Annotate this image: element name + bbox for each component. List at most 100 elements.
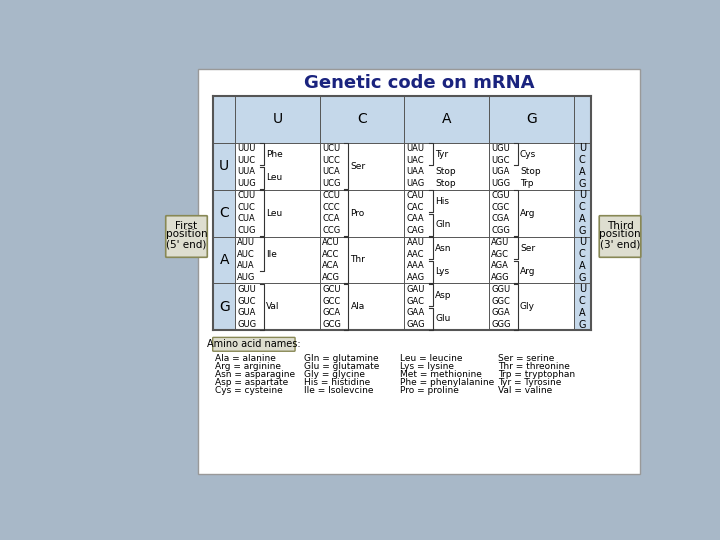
Text: UCA: UCA [322, 167, 340, 177]
Text: GGC: GGC [492, 296, 510, 306]
Text: U: U [579, 191, 586, 200]
Text: G: G [579, 226, 586, 235]
Text: Ala: Ala [351, 302, 365, 312]
Text: Asp = aspartate: Asp = aspartate [215, 378, 288, 387]
Text: UUC: UUC [238, 156, 256, 165]
Text: Third: Third [607, 221, 634, 231]
Text: UGC: UGC [492, 156, 510, 165]
FancyBboxPatch shape [599, 215, 641, 257]
Text: AGU: AGU [492, 238, 510, 247]
Text: C: C [579, 202, 585, 212]
Text: CUA: CUA [238, 214, 255, 224]
Text: G: G [579, 273, 586, 282]
Text: G: G [579, 179, 586, 188]
Text: His = histidine: His = histidine [305, 378, 371, 387]
Text: Trp: Trp [520, 179, 534, 188]
Text: CGC: CGC [492, 202, 510, 212]
Text: Val: Val [266, 302, 279, 312]
Text: CUG: CUG [238, 226, 256, 235]
Text: UCG: UCG [322, 179, 341, 188]
Bar [574, 190, 591, 237]
Bar [213, 237, 235, 284]
Text: A: A [579, 308, 585, 318]
Text: CAU: CAU [407, 191, 425, 200]
Text: position: position [599, 229, 641, 239]
Text: Pro: Pro [351, 208, 365, 218]
Text: CGA: CGA [492, 214, 510, 224]
Text: Trp = tryptophan: Trp = tryptophan [498, 370, 575, 379]
Text: Gly = glycine: Gly = glycine [305, 370, 365, 379]
Text: GGU: GGU [492, 285, 510, 294]
Text: Ser: Ser [520, 244, 535, 253]
Text: AAG: AAG [407, 273, 425, 282]
Text: AGA: AGA [492, 261, 509, 271]
Text: Stop: Stop [435, 167, 456, 177]
Bar [198, 70, 640, 475]
Text: GCU: GCU [322, 285, 341, 294]
Text: Leu: Leu [266, 208, 282, 218]
FancyBboxPatch shape [166, 215, 207, 257]
Text: GAA: GAA [407, 308, 425, 318]
Text: CUC: CUC [238, 202, 255, 212]
Text: Glu: Glu [435, 314, 451, 323]
FancyBboxPatch shape [212, 338, 295, 351]
Text: Ala = alanine: Ala = alanine [215, 354, 276, 363]
Text: U: U [579, 144, 586, 153]
Text: Val = valine: Val = valine [498, 386, 553, 395]
Text: UUA: UUA [238, 167, 256, 177]
Text: UGA: UGA [492, 167, 510, 177]
Text: Phe: Phe [266, 150, 282, 159]
Text: GUC: GUC [238, 296, 256, 306]
Text: CCG: CCG [322, 226, 341, 235]
Text: Ser: Ser [351, 161, 366, 171]
Text: Met = methionine: Met = methionine [400, 370, 482, 379]
Text: AAA: AAA [407, 261, 425, 271]
Text: GUU: GUU [238, 285, 256, 294]
Text: G: G [526, 112, 537, 126]
Text: CAC: CAC [407, 202, 424, 212]
Text: His: His [435, 197, 449, 206]
Text: Ser = serine: Ser = serine [498, 354, 554, 363]
Text: GAG: GAG [407, 320, 426, 329]
Text: AGC: AGC [492, 249, 510, 259]
Bar [213, 96, 590, 143]
Bar [574, 143, 591, 190]
Text: Leu: Leu [266, 173, 282, 183]
Text: Ile = Isolevcine: Ile = Isolevcine [305, 386, 374, 395]
Text: CCA: CCA [322, 214, 340, 224]
Text: Tyr = Tyrosine: Tyr = Tyrosine [498, 378, 562, 387]
Text: UAA: UAA [407, 167, 425, 177]
Text: AAU: AAU [407, 238, 425, 247]
Text: C: C [579, 296, 585, 306]
Text: CCU: CCU [322, 191, 340, 200]
Text: Asn = asparagine: Asn = asparagine [215, 370, 295, 379]
Text: UGG: UGG [492, 179, 510, 188]
Text: GUA: GUA [238, 308, 256, 318]
Text: CUU: CUU [238, 191, 256, 200]
Text: ACG: ACG [322, 273, 340, 282]
Text: Gln = glutamine: Gln = glutamine [305, 354, 379, 363]
Text: AUA: AUA [238, 261, 255, 271]
Text: GAU: GAU [407, 285, 425, 294]
Text: Stop: Stop [520, 167, 541, 177]
Text: GUG: GUG [238, 320, 256, 329]
Text: Lys = lysine: Lys = lysine [400, 362, 454, 371]
Text: Lys: Lys [435, 267, 449, 276]
Text: A: A [579, 167, 585, 177]
Text: (5' end): (5' end) [166, 239, 207, 249]
Text: GGA: GGA [492, 308, 510, 318]
Bar [574, 284, 591, 330]
Text: Pro = proline: Pro = proline [400, 386, 459, 395]
Text: CGU: CGU [492, 191, 510, 200]
Text: Glu = glutamate: Glu = glutamate [305, 362, 379, 371]
Text: G: G [219, 300, 230, 314]
Text: Amino acid names:: Amino acid names: [207, 339, 300, 349]
Text: Asn: Asn [435, 244, 451, 253]
Text: ACC: ACC [322, 249, 339, 259]
Text: Tyr: Tyr [435, 150, 449, 159]
Text: Cys = cysteine: Cys = cysteine [215, 386, 283, 395]
Text: (3' end): (3' end) [600, 239, 640, 249]
Text: A: A [579, 214, 585, 224]
Text: CCC: CCC [322, 202, 340, 212]
Text: CGG: CGG [492, 226, 510, 235]
